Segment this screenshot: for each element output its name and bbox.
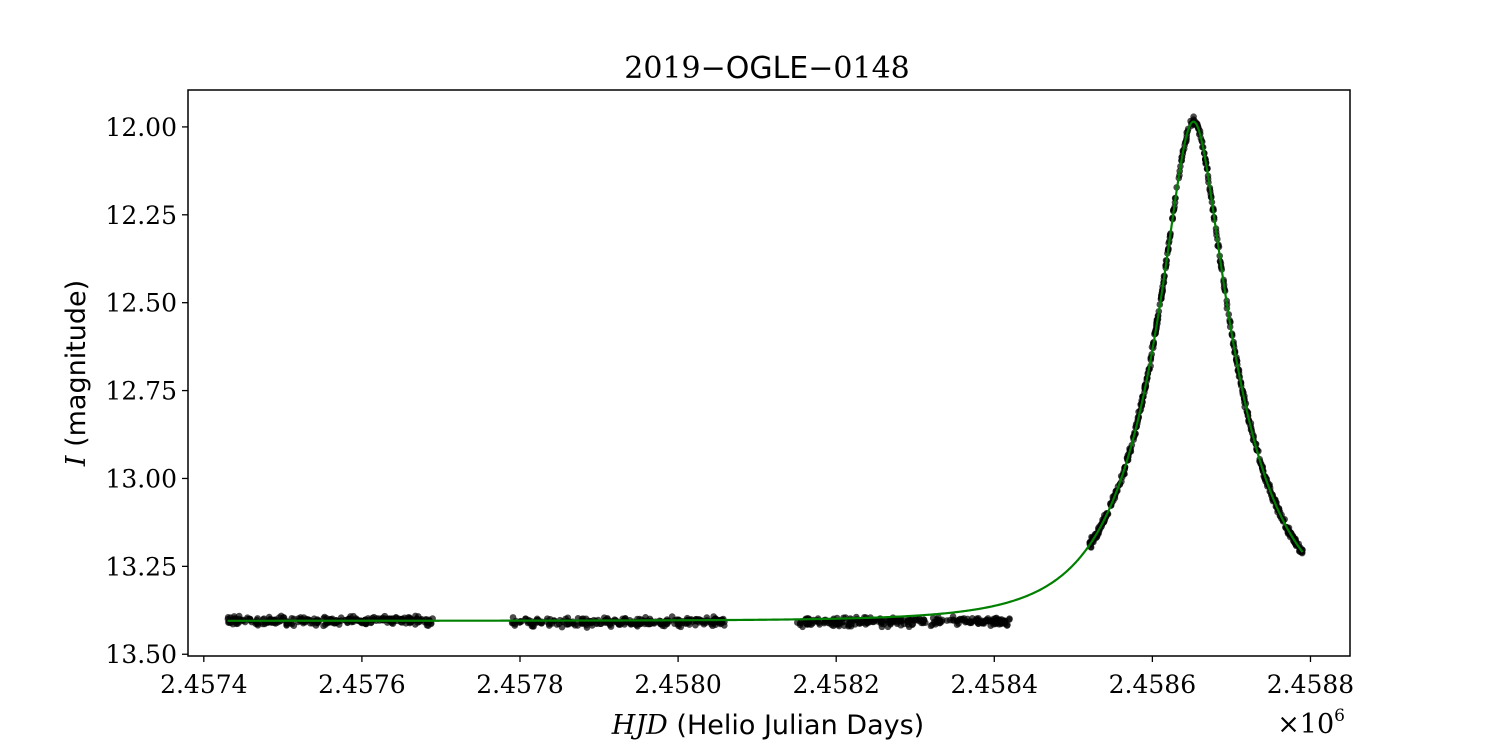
data-point: [927, 622, 935, 630]
x-tick-label: 2.4588: [1267, 670, 1354, 699]
data-point: [978, 619, 986, 627]
y-tick-label: 13.00: [105, 464, 177, 493]
data-point: [895, 616, 902, 624]
y-tick-label: 12.00: [105, 113, 177, 142]
data-point: [794, 619, 801, 626]
data-point: [578, 620, 586, 627]
data-point: [920, 616, 928, 624]
y-axis-label: I (magnitude): [61, 280, 92, 467]
data-point: [633, 621, 640, 629]
data-point: [877, 617, 885, 625]
data-point: [650, 620, 658, 627]
data-point: [280, 614, 288, 621]
data-point: [949, 616, 957, 624]
data-point: [935, 614, 942, 621]
data-point: [897, 621, 905, 629]
data-point: [840, 618, 847, 626]
data-point: [530, 623, 537, 630]
y-axis-ticks: 12.00 12.25 12.50 12.75 13.00 13.25 13.50: [105, 113, 188, 669]
data-point: [845, 620, 853, 627]
data-point: [1004, 621, 1011, 629]
x-tick-label: 2.4580: [634, 670, 721, 699]
data-points: [224, 113, 1306, 631]
data-point: [990, 617, 997, 624]
x-offset-text: ×106: [1277, 706, 1345, 740]
plot-frame: [187, 89, 1351, 657]
data-point: [721, 622, 728, 629]
data-point: [558, 623, 566, 631]
data-point: [887, 620, 894, 627]
model-curve: [227, 120, 1304, 622]
data-point: [866, 617, 873, 625]
x-tick-label: 2.4584: [951, 670, 1038, 699]
data-point: [832, 621, 839, 628]
x-axis-ticks: 2.4574 2.4576 2.4578 2.4580 2.4582 2.4584 2.45…: [160, 656, 1354, 699]
data-point: [983, 616, 990, 623]
data-point: [929, 614, 937, 622]
data-point: [956, 615, 964, 623]
data-point: [379, 614, 386, 622]
y-tick-label: 12.25: [105, 201, 177, 230]
x-tick-label: 2.4574: [160, 670, 247, 699]
data-point: [953, 621, 961, 628]
y-tick-label: 12.75: [105, 377, 177, 406]
data-point: [907, 616, 914, 624]
y-tick-label: 13.25: [105, 552, 177, 581]
data-point: [615, 621, 623, 628]
chart-title: 2019−OGLE−0148: [624, 51, 910, 86]
x-tick-label: 2.4582: [792, 670, 879, 699]
x-tick-label: 2.4586: [1109, 670, 1196, 699]
x-axis-label: HJD (Helio Julian Days): [611, 710, 924, 741]
y-tick-label: 12.50: [105, 289, 177, 318]
data-point: [968, 618, 976, 625]
data-point: [227, 614, 234, 621]
y-tick-label: 13.50: [105, 640, 177, 669]
x-tick-label: 2.4576: [318, 670, 405, 699]
data-point: [657, 620, 665, 628]
data-point: [804, 620, 812, 627]
x-tick-label: 2.4578: [476, 670, 563, 699]
